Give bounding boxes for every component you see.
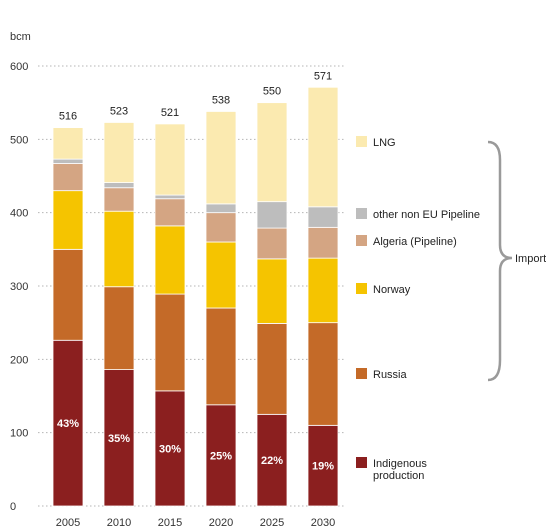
bar-segment (307, 226, 339, 259)
legend-label: other non EU Pipeline (373, 209, 480, 221)
y-axis-unit-label: bcm (10, 31, 31, 43)
bar-segment (154, 390, 186, 507)
bar-segment (52, 339, 84, 507)
legend-swatch (356, 235, 367, 246)
y-tick-label: 300 (10, 281, 28, 293)
legend-swatch (356, 368, 367, 379)
bar-segment (205, 212, 237, 243)
x-tick-label: 2030 (311, 517, 335, 529)
bar-total-label: 521 (161, 107, 179, 119)
bar-percent-label: 22% (261, 455, 283, 467)
legend-label: Norway (373, 284, 411, 296)
bar-segment (307, 424, 339, 507)
y-tick-label: 200 (10, 354, 28, 366)
legend-label: production (373, 470, 424, 482)
bar-segment (256, 201, 288, 229)
x-axis-ticks: 2005 2010 2015 2020 2025 2030 (56, 517, 335, 529)
imports-label: Imports (515, 253, 546, 265)
legend-label: Russia (373, 369, 408, 381)
bar-segment (103, 187, 135, 212)
x-tick-label: 2010 (107, 517, 131, 529)
bars: 43% 516 35% 523 30% 521 25% 538 22% 550 19% 571 (52, 70, 339, 507)
bar-segment (256, 322, 288, 415)
bar-segment (307, 86, 339, 208)
bar-total-label: 516 (59, 111, 77, 123)
bar-segment (103, 122, 135, 184)
legend-swatch (356, 283, 367, 294)
bar-segment (103, 210, 135, 288)
bar-segment (52, 127, 84, 160)
imports-bracket (487, 140, 513, 382)
y-axis-ticks: 0 100 200 300 400 500 600 (10, 61, 28, 513)
bar-total-label: 523 (110, 105, 128, 117)
bar-segment (256, 258, 288, 324)
y-tick-label: 500 (10, 134, 28, 146)
legend-label: LNG (373, 137, 396, 149)
bar-segment (52, 190, 84, 250)
x-tick-label: 2020 (209, 517, 233, 529)
bar-segment (205, 307, 237, 406)
bar-segment (52, 158, 84, 164)
bar-total-label: 571 (314, 70, 332, 82)
x-tick-label: 2005 (56, 517, 80, 529)
legend-swatch (356, 136, 367, 147)
bar-segment (205, 111, 237, 205)
y-tick-label: 0 (10, 501, 16, 513)
legend-swatch (356, 208, 367, 219)
bar-segment (52, 248, 84, 341)
bar-segment (256, 413, 288, 507)
bar-percent-label: 19% (312, 461, 334, 473)
y-tick-label: 400 (10, 208, 28, 220)
legend: LNG other non EU Pipeline Algeria (Pipelin… (356, 136, 480, 482)
bar-segment (103, 182, 135, 189)
bar-segment (154, 225, 186, 295)
bar-segment (307, 206, 339, 228)
bar-segment (256, 227, 288, 260)
bar-segment (154, 123, 186, 196)
bar-segment (205, 241, 237, 309)
legend-label: Indigenous (373, 458, 427, 470)
bar-segment (103, 286, 135, 371)
bar-segment (154, 194, 186, 200)
bar-segment (52, 163, 84, 192)
x-tick-label: 2025 (260, 517, 284, 529)
legend-label: Algeria (Pipeline) (373, 236, 457, 248)
bar-segment (205, 404, 237, 507)
legend-swatch (356, 457, 367, 468)
y-tick-label: 100 (10, 428, 28, 440)
bar-percent-label: 43% (57, 418, 79, 430)
bar-total-label: 538 (212, 94, 230, 106)
bar-segment (205, 203, 237, 214)
bar-segment (256, 102, 288, 203)
x-tick-label: 2015 (158, 517, 182, 529)
bar-percent-label: 35% (108, 433, 130, 445)
bar-segment (307, 322, 339, 426)
bar-percent-label: 30% (159, 443, 181, 455)
bar-total-label: 550 (263, 86, 281, 98)
bar-segment (154, 293, 186, 392)
gridlines (38, 65, 346, 507)
y-tick-label: 600 (10, 61, 28, 73)
bar-segment (307, 257, 339, 324)
bar-segment (154, 198, 186, 227)
bar-percent-label: 25% (210, 450, 232, 462)
bar-segment (103, 369, 135, 507)
